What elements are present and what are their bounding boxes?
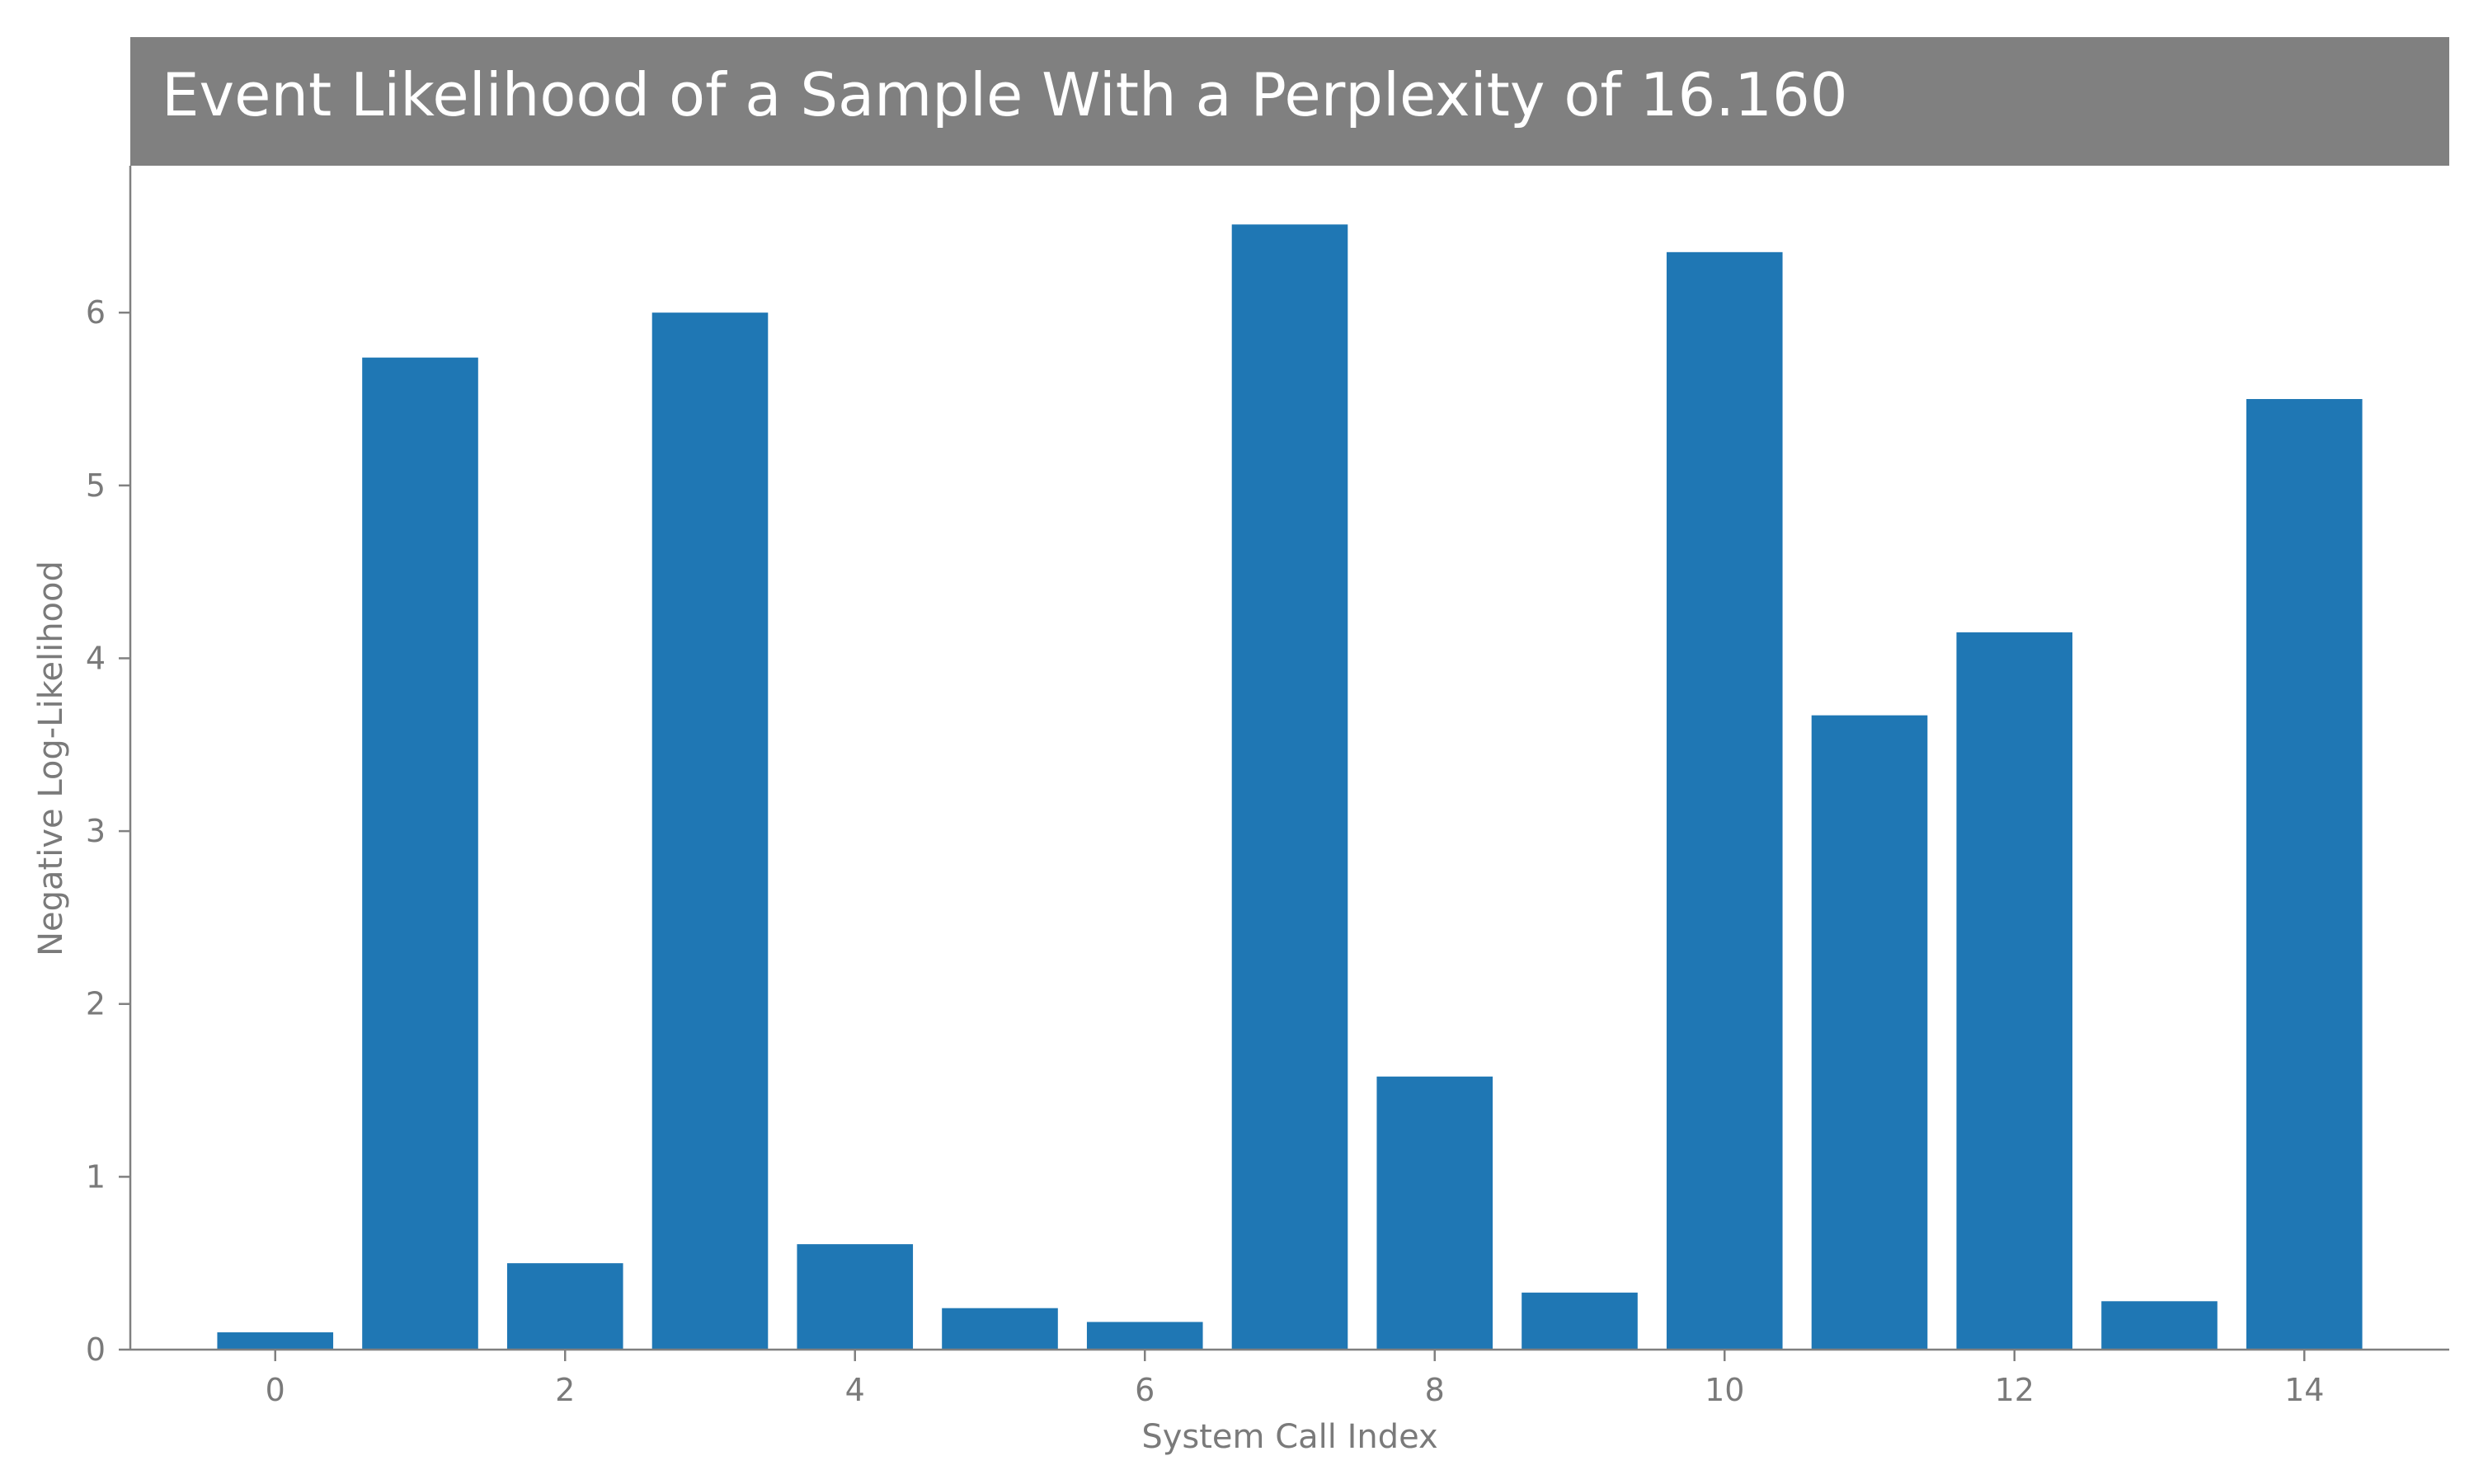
x-tick-label-2: 2 — [555, 1372, 575, 1408]
bar-5 — [942, 1308, 1058, 1350]
bar-14 — [2246, 399, 2363, 1350]
y-axis-label: Negative Log-Likelihood — [32, 561, 70, 956]
bar-9 — [1522, 1292, 1638, 1350]
y-tick-label-0: 0 — [86, 1331, 106, 1368]
y-tick-label-5: 5 — [86, 467, 106, 504]
x-tick-label-4: 4 — [845, 1372, 865, 1408]
x-tick-label-10: 10 — [1705, 1372, 1744, 1408]
y-tick-label-6: 6 — [86, 294, 106, 331]
x-tick-label-0: 0 — [266, 1372, 285, 1408]
y-tick-label-3: 3 — [86, 813, 106, 849]
x-axis-label: System Call Index — [1141, 1418, 1437, 1456]
bars-group — [217, 224, 2363, 1350]
bar-6 — [1086, 1322, 1203, 1350]
bar-3 — [651, 312, 769, 1350]
chart-title-band — [130, 37, 2449, 166]
x-tick-label-14: 14 — [2284, 1372, 2324, 1408]
y-tick-label-1: 1 — [86, 1158, 106, 1195]
bar-10 — [1666, 251, 1783, 1350]
x-tick-label-6: 6 — [1135, 1372, 1155, 1408]
x-tick-label-12: 12 — [1995, 1372, 2034, 1408]
chart-title: Event Likelihood of a Sample With a Perp… — [162, 60, 1848, 129]
y-tick-label-2: 2 — [86, 986, 106, 1022]
x-tick-label-8: 8 — [1425, 1372, 1445, 1408]
bar-12 — [1956, 632, 2073, 1350]
bar-7 — [1231, 224, 1348, 1350]
y-tick-label-4: 4 — [86, 640, 106, 676]
bar-8 — [1376, 1076, 1493, 1350]
x-ticks-group: 0 2 4 6 8 10 12 14 — [266, 1350, 2324, 1408]
bar-0 — [217, 1332, 334, 1350]
bar-2 — [506, 1263, 623, 1350]
bar-1 — [362, 357, 478, 1350]
bar-4 — [797, 1244, 914, 1350]
bar-11 — [1811, 715, 1928, 1350]
bar-13 — [2101, 1301, 2218, 1350]
y-ticks-group: 0 1 2 3 4 5 6 — [86, 294, 130, 1368]
